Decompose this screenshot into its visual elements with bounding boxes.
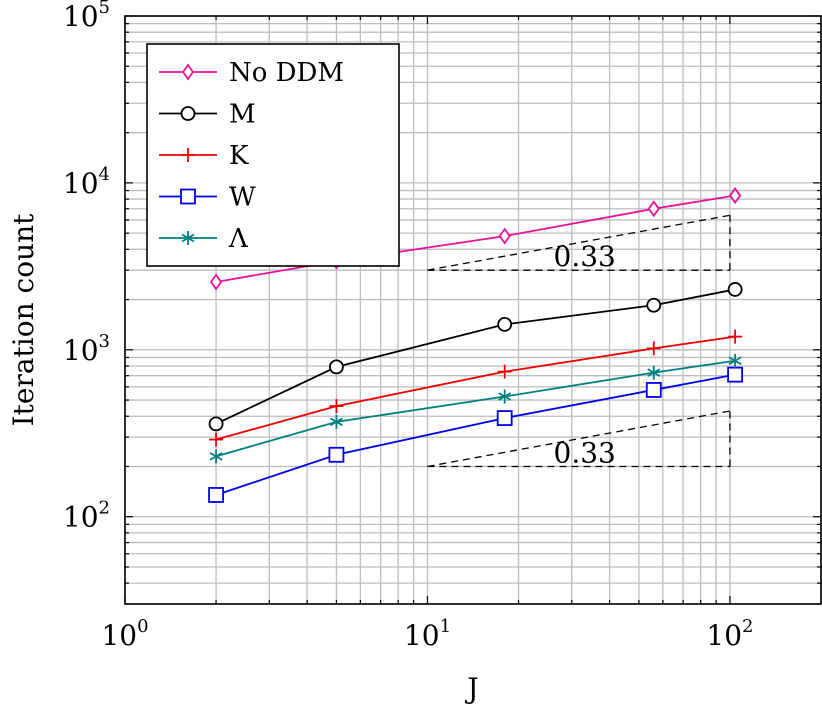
x-tick-label: 102 [706,616,753,652]
slope-triangle-hypotenuse [427,410,731,468]
x-tick-label: 100 [101,616,148,652]
legend-marker [181,231,195,245]
x-axis-ticks: 100 101 102 [101,16,822,652]
legend-marker [181,148,195,162]
data-point [646,341,661,356]
series-m [208,282,743,432]
legend-item: No DDM [159,58,344,88]
legend-item: M [159,100,256,130]
legend-label: W [229,183,256,213]
x-tick-label: 101 [404,616,451,652]
legend-item: K [159,141,249,171]
legend-label: M [229,100,256,130]
series-lines [208,186,743,503]
legend-item: Λ [159,224,249,254]
y-tick-label: 102 [63,498,110,534]
series-no-ddm [209,186,742,291]
data-point [498,389,512,404]
data-point [646,297,662,313]
slope-triangles: 0.33 0.33 [427,214,731,469]
legend-item: W [159,183,256,213]
x-axis-title: J [464,672,478,705]
data-point [728,186,742,205]
data-point [329,414,343,429]
data-point [498,227,511,245]
series-w [208,366,743,503]
data-point [209,432,224,447]
data-point [728,353,742,368]
data-point [328,446,345,463]
legend-marker [181,63,195,81]
data-point [208,416,224,432]
data-point [209,449,223,464]
data-point [728,329,743,344]
y-tick-label: 104 [63,164,110,200]
y-axis-title: Iteration count [7,213,40,427]
slope-label: 0.33 [554,436,616,469]
legend-marker [180,188,196,205]
slope-label: 0.33 [554,240,616,273]
legend-label: No DDM [229,58,344,88]
data-point [497,364,512,379]
data-point [329,399,344,414]
series-k [209,329,743,447]
data-point [329,359,344,375]
y-tick-label: 105 [63,0,110,33]
legend-label: Λ [228,224,249,254]
data-point [497,316,513,332]
data-point [208,487,224,503]
data-point [209,273,223,291]
data-point [645,382,662,398]
data-point [647,365,661,380]
data-point [647,200,660,218]
y-axis-ticks: 102 103 104 105 [63,0,821,605]
y-tick-label: 103 [63,331,110,367]
data-point [727,366,743,383]
plot-frame [124,15,822,605]
series-- [209,353,742,464]
legend-label: K [229,141,249,171]
legend-marker [180,106,196,121]
data-point [496,410,513,426]
slope-triangle-hypotenuse [427,214,731,271]
data-point [727,282,743,297]
